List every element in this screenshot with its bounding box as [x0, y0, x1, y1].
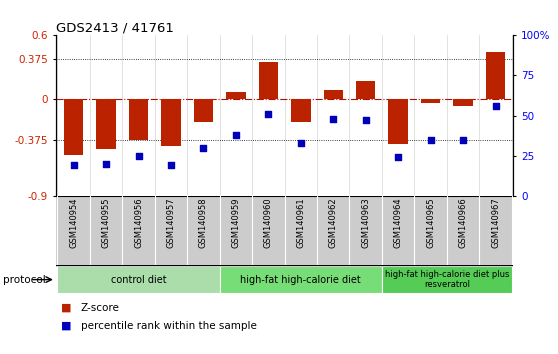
Text: GDS2413 / 41761: GDS2413 / 41761	[56, 21, 174, 34]
Bar	[64, 99, 83, 155]
Bar	[194, 99, 213, 122]
Point	[232, 132, 240, 138]
Point	[459, 137, 468, 142]
Bar	[421, 99, 440, 103]
Text: ■: ■	[61, 303, 72, 313]
Text: GSM140954: GSM140954	[69, 198, 78, 248]
Point	[329, 116, 338, 121]
Text: GSM140956: GSM140956	[134, 198, 143, 249]
Bar	[291, 99, 311, 122]
Point	[426, 137, 435, 142]
Point	[102, 161, 110, 166]
Text: percentile rank within the sample: percentile rank within the sample	[81, 321, 257, 331]
Bar	[220, 266, 382, 293]
Text: GSM140960: GSM140960	[264, 198, 273, 249]
Bar	[57, 266, 220, 293]
Text: GSM140963: GSM140963	[361, 198, 370, 249]
Text: GSM140959: GSM140959	[232, 198, 240, 248]
Text: control diet: control diet	[110, 275, 166, 285]
Text: GSM140955: GSM140955	[102, 198, 110, 248]
Text: GSM140958: GSM140958	[199, 198, 208, 249]
Text: protocol: protocol	[3, 275, 46, 285]
Point	[394, 154, 403, 160]
Bar	[129, 99, 148, 139]
Bar	[382, 266, 512, 293]
Text: GSM140965: GSM140965	[426, 198, 435, 249]
Bar	[161, 99, 181, 147]
Point	[264, 111, 273, 117]
Bar	[97, 99, 116, 149]
Bar	[486, 52, 505, 99]
Bar	[258, 62, 278, 99]
Text: ■: ■	[61, 321, 72, 331]
Point	[134, 153, 143, 158]
Text: GSM140957: GSM140957	[166, 198, 176, 249]
Text: GSM140962: GSM140962	[329, 198, 338, 249]
Bar	[324, 90, 343, 99]
Point	[166, 162, 175, 168]
Point	[491, 103, 500, 109]
Bar	[388, 99, 408, 144]
Text: GSM140967: GSM140967	[491, 198, 500, 249]
Bar	[226, 92, 246, 99]
Text: high-fat high-calorie diet plus
resveratrol: high-fat high-calorie diet plus resverat…	[384, 270, 509, 289]
Text: Z-score: Z-score	[81, 303, 120, 313]
Text: high-fat high-calorie diet: high-fat high-calorie diet	[240, 275, 361, 285]
Point	[69, 162, 78, 168]
Text: GSM140964: GSM140964	[393, 198, 403, 249]
Text: GSM140966: GSM140966	[459, 198, 468, 249]
Bar	[453, 99, 473, 106]
Point	[361, 118, 370, 123]
Point	[296, 140, 305, 145]
Text: GSM140961: GSM140961	[296, 198, 305, 249]
Bar	[356, 81, 376, 99]
Point	[199, 145, 208, 150]
